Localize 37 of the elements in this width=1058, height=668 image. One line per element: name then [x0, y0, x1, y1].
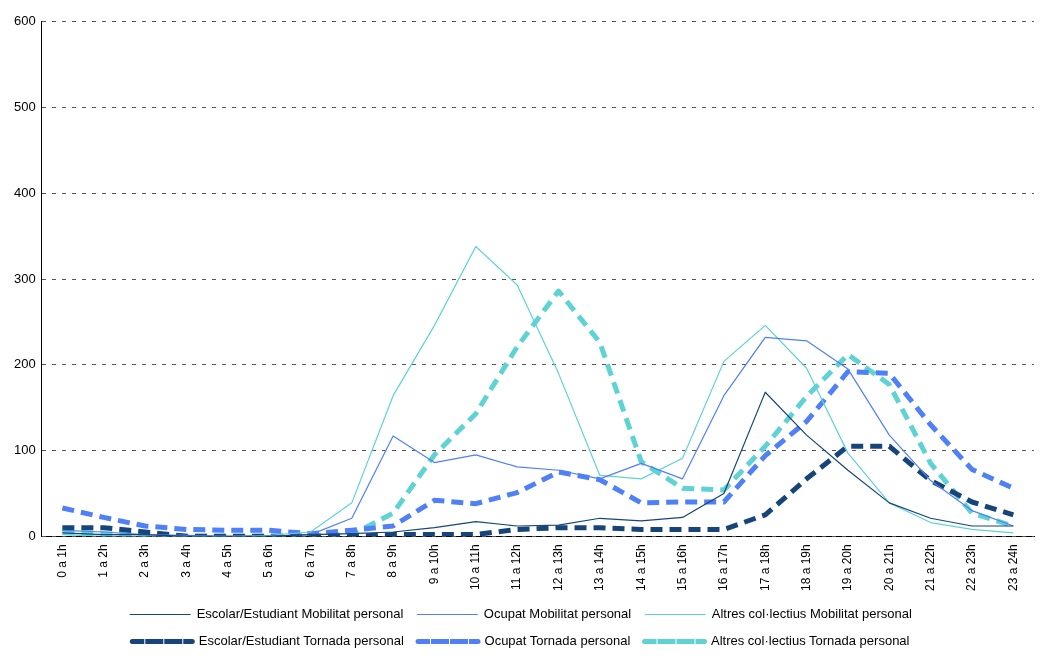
y-tick-label: 400: [13, 184, 36, 200]
x-tick-label: 23 a 24h: [1005, 544, 1020, 592]
x-tick-label: 18 a 19h: [798, 544, 813, 592]
y-tick-label: 200: [13, 356, 36, 372]
legend-label: Escolar/Estudiant Mobilitat personal: [196, 606, 404, 622]
x-tick-label: 21 a 22h: [922, 544, 937, 592]
legend-label: Altres col·lectius Tornada personal: [711, 633, 910, 649]
legend-label: Escolar/Estudiant Tornada personal: [198, 633, 404, 649]
legend-label: Altres col·lectius Mobilitat personal: [711, 606, 912, 622]
x-tick-label: 10 a 11h: [468, 544, 483, 591]
legend-label: Ocupat Tornada personal: [484, 633, 631, 649]
y-tick-label: 100: [13, 442, 36, 458]
x-tick-label: 4 a 5h: [220, 544, 235, 578]
x-tick-label: 1 a 2h: [96, 544, 111, 578]
x-tick-label: 14 a 15h: [633, 544, 648, 592]
legend-label: Ocupat Mobilitat personal: [483, 606, 632, 622]
x-tick-label: 11 a 12h: [509, 544, 524, 591]
x-tick-label: 7 a 8h: [344, 544, 359, 578]
x-tick-label: 19 a 20h: [840, 544, 855, 592]
x-tick-label: 8 a 9h: [385, 544, 400, 578]
x-tick-label: 12 a 13h: [550, 544, 565, 592]
x-tick-label: 15 a 16h: [674, 544, 689, 592]
x-tick-label: 20 a 21h: [881, 544, 896, 592]
x-tick-label: 16 a 17h: [716, 544, 731, 592]
y-tick-label: 600: [13, 13, 36, 29]
x-tick-label: 5 a 6h: [261, 544, 276, 578]
y-tick-label: 0: [28, 527, 36, 543]
x-tick-label: 2 a 3h: [137, 544, 152, 578]
x-tick-label: 22 a 23h: [964, 544, 979, 592]
x-tick-label: 9 a 10h: [426, 544, 441, 585]
y-tick-label: 500: [13, 99, 36, 115]
x-tick-label: 0 a 1h: [54, 544, 69, 578]
x-tick-label: 17 a 18h: [757, 544, 772, 592]
x-tick-label: 3 a 4h: [178, 544, 193, 578]
x-tick-label: 13 a 14h: [592, 544, 607, 592]
x-tick-label: 6 a 7h: [302, 544, 317, 578]
y-tick-label: 300: [13, 270, 36, 286]
